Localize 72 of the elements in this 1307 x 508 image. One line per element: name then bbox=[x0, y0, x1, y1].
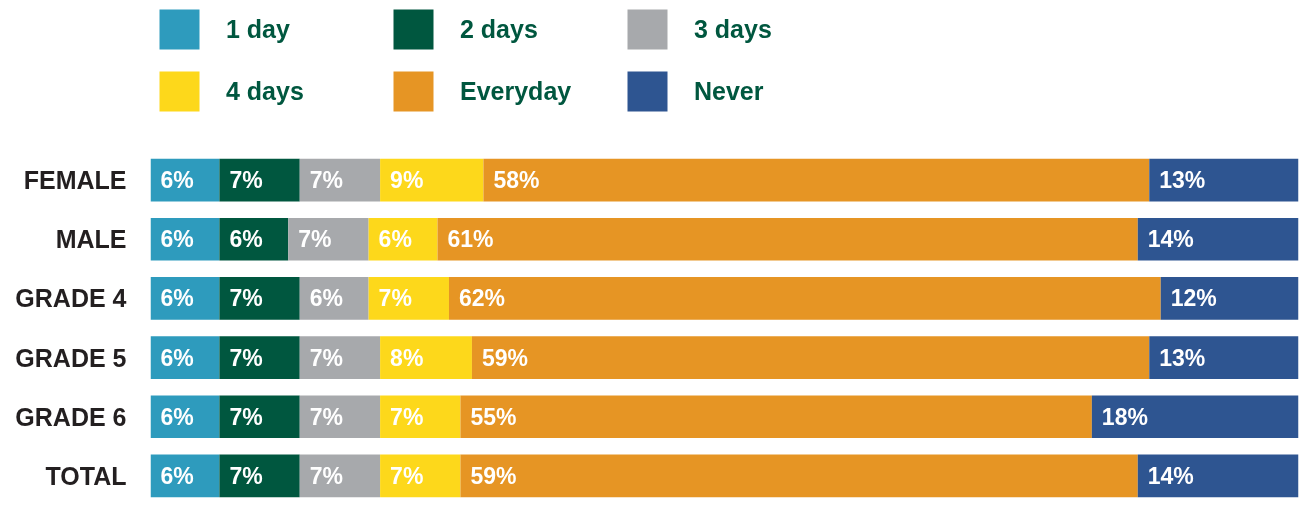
bar bbox=[219, 277, 300, 320]
bar bbox=[448, 277, 1161, 320]
y-tick-label: FEMALE bbox=[23, 166, 127, 195]
legend-label: 4 days bbox=[226, 76, 305, 106]
bar bbox=[1091, 395, 1299, 439]
data-label: 7% bbox=[229, 462, 263, 489]
legend-label: Everyday bbox=[460, 76, 573, 106]
data-label: 58% bbox=[493, 167, 540, 194]
y-tick-label: TOTAL bbox=[45, 461, 127, 490]
bar bbox=[1149, 336, 1299, 379]
data-label: 6% bbox=[160, 403, 194, 430]
data-label: 62% bbox=[458, 285, 506, 312]
data-label: 59% bbox=[481, 344, 528, 371]
bar bbox=[219, 336, 300, 379]
y-tick-label: GRADE 5 bbox=[15, 343, 127, 372]
legend-label: 1 day bbox=[226, 14, 291, 44]
bar bbox=[380, 336, 472, 379]
bar bbox=[460, 454, 1138, 498]
bar bbox=[1137, 217, 1299, 261]
data-label: 7% bbox=[390, 403, 424, 430]
data-label: 7% bbox=[229, 285, 263, 312]
data-label: 61% bbox=[447, 226, 494, 253]
y-tick-label: GRADE 6 bbox=[15, 402, 127, 431]
data-label: 6% bbox=[160, 462, 194, 489]
data-label: 7% bbox=[309, 403, 343, 430]
bar bbox=[299, 395, 381, 439]
legend-label: Never bbox=[694, 76, 765, 106]
bar bbox=[380, 158, 484, 202]
bar bbox=[1149, 158, 1299, 202]
data-label: 6% bbox=[229, 226, 263, 253]
data-label: 59% bbox=[470, 462, 517, 489]
data-label: 7% bbox=[229, 167, 263, 194]
bar bbox=[1137, 454, 1299, 498]
bar bbox=[299, 336, 381, 379]
data-label: 7% bbox=[309, 462, 343, 489]
data-label: 18% bbox=[1101, 403, 1148, 430]
data-label: 14% bbox=[1147, 226, 1194, 253]
data-label: 13% bbox=[1159, 167, 1206, 194]
data-label: 7% bbox=[390, 462, 424, 489]
data-label: 55% bbox=[470, 403, 517, 430]
data-label: 6% bbox=[160, 226, 194, 253]
data-label: 7% bbox=[298, 226, 332, 253]
bar bbox=[219, 158, 300, 202]
bar bbox=[368, 277, 449, 320]
data-label: 9% bbox=[390, 167, 424, 194]
bar bbox=[219, 454, 300, 498]
y-tick-label: MALE bbox=[55, 225, 127, 254]
data-label: 7% bbox=[378, 285, 412, 312]
data-label: 6% bbox=[160, 344, 194, 371]
data-label: 6% bbox=[160, 167, 194, 194]
data-label: 6% bbox=[160, 285, 194, 312]
data-label: 7% bbox=[229, 403, 263, 430]
bar bbox=[483, 158, 1150, 202]
bar bbox=[471, 336, 1150, 379]
data-label: 6% bbox=[309, 285, 343, 312]
bar bbox=[460, 395, 1092, 439]
data-label: 13% bbox=[1159, 344, 1206, 371]
bar bbox=[219, 395, 300, 439]
data-label: 8% bbox=[390, 344, 424, 371]
data-label: 12% bbox=[1170, 285, 1217, 312]
data-label: 6% bbox=[378, 226, 412, 253]
legend-label: 3 days bbox=[694, 14, 773, 44]
data-label: 7% bbox=[309, 167, 343, 194]
bar bbox=[1160, 277, 1299, 320]
bar bbox=[380, 395, 461, 439]
data-label: 14% bbox=[1147, 462, 1194, 489]
data-label: 7% bbox=[309, 344, 343, 371]
bar bbox=[437, 217, 1138, 261]
data-label: 7% bbox=[229, 344, 263, 371]
bar bbox=[288, 217, 369, 261]
y-tick-label: GRADE 4 bbox=[15, 284, 127, 313]
legend-label: 2 days bbox=[460, 14, 539, 44]
